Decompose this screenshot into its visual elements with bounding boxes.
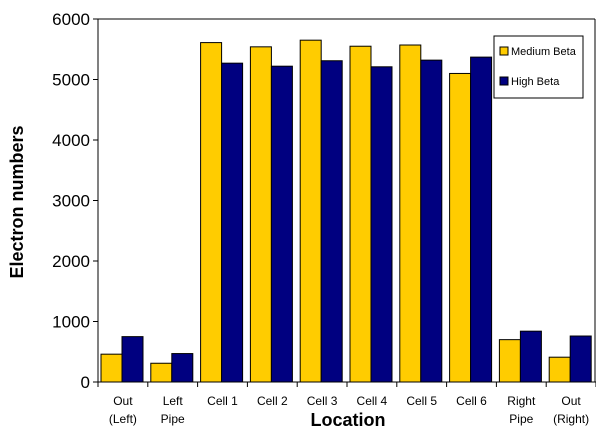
legend-box: [493, 35, 584, 99]
bar-medium-beta-9: [548, 356, 571, 383]
bar-medium-beta-6: [399, 44, 422, 383]
bar-high-beta-2: [221, 62, 244, 383]
plot-area: [98, 18, 596, 383]
bar-high-beta-4: [320, 60, 343, 383]
x-tick-label-1: Left Pipe: [161, 394, 185, 426]
bar-high-beta-6: [420, 59, 443, 383]
legend-label-0: Medium Beta: [511, 46, 577, 58]
y-tick-label-2: 2000: [52, 252, 90, 271]
y-tick-label-6: 6000: [52, 10, 90, 29]
bar-medium-beta-0: [100, 353, 123, 383]
x-tick-label-3: Cell 2: [257, 394, 288, 408]
legend-swatch-0: [499, 46, 509, 56]
bar-high-beta-0: [121, 336, 144, 383]
bar-medium-beta-7: [449, 72, 472, 383]
y-axis-title: Electron numbers: [7, 125, 27, 278]
bar-high-beta-8: [519, 330, 542, 383]
legend: Medium Beta High Beta: [493, 35, 584, 99]
bar-high-beta-9: [569, 335, 592, 383]
legend-swatch-1: [499, 76, 509, 86]
y-tick-label-5: 5000: [52, 71, 90, 90]
bar-medium-beta-5: [349, 45, 372, 383]
x-tick-label-9: Out (Right): [553, 394, 589, 426]
y-tick-label-0: 0: [81, 373, 90, 392]
bar-high-beta-7: [470, 56, 493, 383]
bar-medium-beta-8: [498, 339, 521, 383]
x-tick-label-5: Cell 4: [357, 394, 388, 408]
legend-label-1: High Beta: [511, 76, 560, 88]
x-tick-label-0: Out (Left): [109, 394, 137, 426]
bar-high-beta-1: [171, 353, 194, 383]
y-tick-label-4: 4000: [52, 131, 90, 150]
y-tick-label-1: 1000: [52, 313, 90, 332]
x-tick-label-8: Right Pipe: [507, 394, 536, 426]
bar-medium-beta-3: [249, 46, 272, 383]
x-tick-label-2: Cell 1: [207, 394, 238, 408]
bar-medium-beta-1: [150, 362, 173, 383]
x-tick-label-7: Cell 6: [456, 394, 487, 408]
x-tick-label-4: Cell 3: [307, 394, 338, 408]
bar-high-beta-3: [270, 65, 293, 383]
x-tick-label-6: Cell 5: [406, 394, 437, 408]
bar-medium-beta-4: [299, 39, 322, 383]
bar-high-beta-5: [370, 66, 393, 383]
y-tick-label-3: 3000: [52, 192, 90, 211]
y-axis: 0 1000 2000 3000 4000 5000 6000: [52, 10, 99, 392]
x-axis: Out (Left) Left Pipe Cell 1 Cell 2 Cell 3 Cell …: [97, 381, 596, 426]
x-axis-title: Location: [311, 410, 386, 430]
bar-medium-beta-2: [200, 42, 223, 383]
